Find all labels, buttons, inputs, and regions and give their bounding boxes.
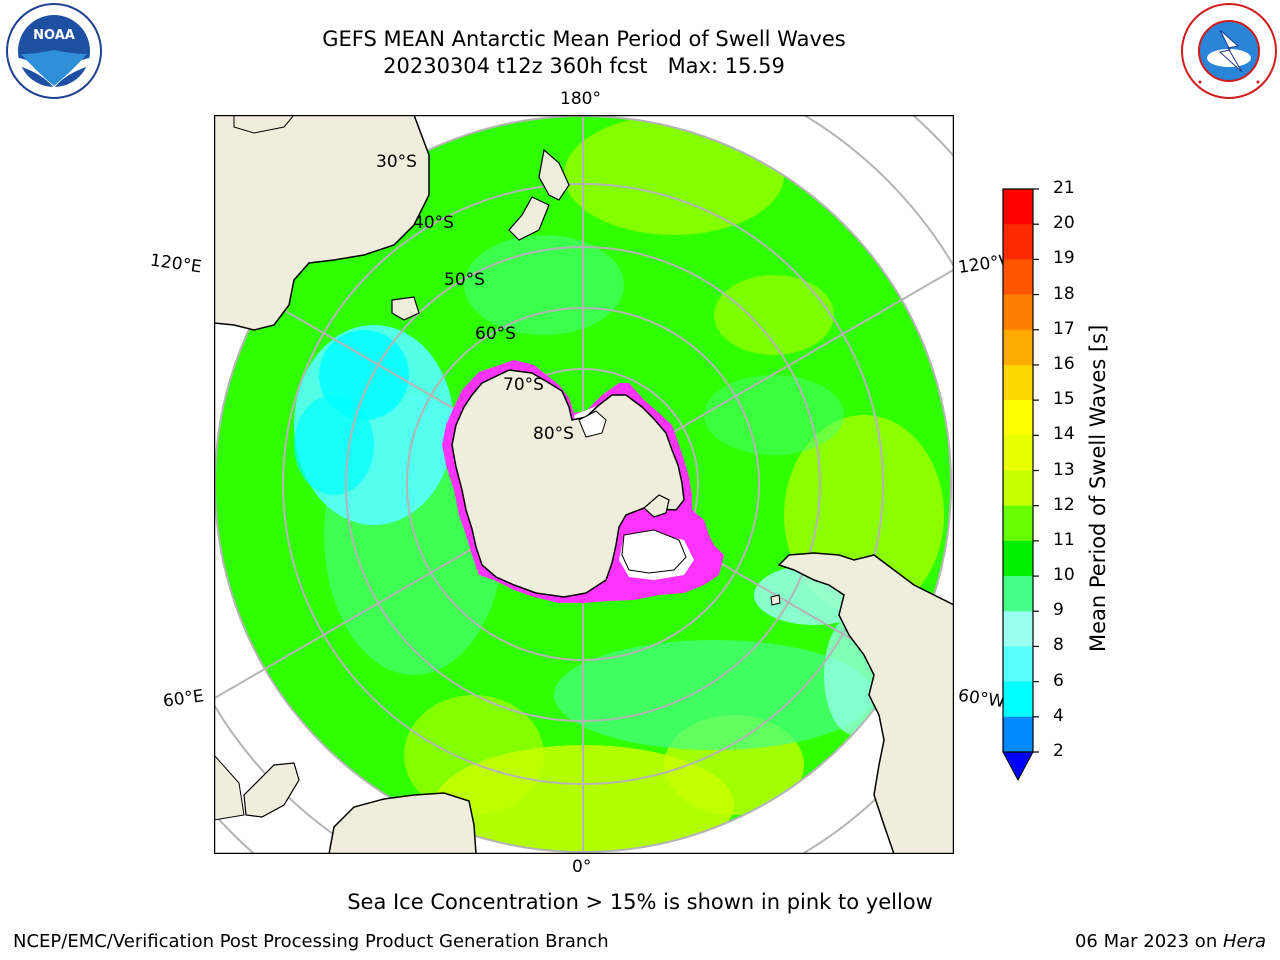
colorbar-tick-label: 14 (1053, 424, 1075, 445)
africa-landmass (328, 792, 477, 854)
colorbar-cell (1003, 329, 1033, 366)
colorbar-cell (1003, 576, 1033, 612)
lon-label-120e: 120°E (148, 250, 203, 278)
colorbar-cell (1003, 505, 1033, 542)
colorbar-tick-label: 17 (1053, 318, 1075, 339)
new-zealand-north-landmass (538, 148, 570, 201)
colorbar-tick-label: 9 (1053, 600, 1064, 621)
colorbar-cell (1003, 224, 1033, 260)
colorbar-cell (1003, 364, 1033, 401)
colorbar-tick-label: 15 (1053, 389, 1075, 410)
colorbar-cell (1003, 540, 1033, 577)
australia-landmass (214, 115, 430, 331)
colorbar-tick-label: 18 (1053, 283, 1075, 304)
lat-label-40s: 40°S (413, 213, 454, 233)
colorbar-cell (1003, 470, 1033, 507)
colorbar-cell (1003, 611, 1033, 647)
colorbar-cell (1003, 435, 1033, 471)
colorbar-tick-label: 8 (1053, 635, 1064, 656)
title-line1: GEFS MEAN Antarctic Mean Period of Swell… (322, 27, 846, 51)
colorbar-tick-label: 19 (1053, 248, 1075, 269)
falklands-landmass (770, 594, 781, 606)
colorbar-tick-label: 11 (1053, 529, 1075, 550)
colorbar-tick-label: 16 (1053, 353, 1075, 374)
colorbar-cell (1003, 294, 1033, 331)
colorbar-tick-label: 4 (1053, 705, 1064, 726)
lat-label-70s: 70°S (503, 375, 544, 395)
lon-label-60e: 60°E (161, 686, 206, 712)
lon-label-60w: 60°W (956, 685, 1007, 713)
nws-logo-icon (1181, 3, 1277, 99)
colorbar-cell (1003, 400, 1033, 436)
map-panel (214, 115, 954, 854)
tasmania-landmass (391, 296, 420, 321)
lon-label-180: 180° (560, 89, 601, 109)
colorbar-title: Mean Period of Swell Waves [s] (1086, 324, 1110, 652)
papua-landmass (233, 115, 295, 134)
colorbar-cell (1003, 681, 1033, 718)
footer-branch: NCEP/EMC/Verification Post Processing Pr… (13, 931, 609, 952)
colorbar-cell (1003, 189, 1033, 225)
colorbar-tick-label: 2 (1053, 741, 1064, 761)
sea-ice-note: Sea Ice Concentration > 15% is shown in … (347, 890, 933, 914)
colorbar (1002, 188, 1039, 782)
lat-label-50s: 50°S (444, 270, 485, 290)
colorbar-tick-label: 12 (1053, 494, 1075, 515)
colorbar-cell (1003, 716, 1033, 753)
colorbar-tick-label: 6 (1053, 670, 1064, 691)
colorbar-tick-label: 20 (1053, 213, 1075, 234)
colorbar-tick-label: 13 (1053, 459, 1075, 480)
new-zealand-south-landmass (508, 196, 550, 241)
colorbar-cell (1003, 646, 1033, 683)
lat-label-30s: 30°S (376, 152, 417, 172)
map-frame (214, 115, 954, 854)
footer-host: Hera (1222, 931, 1266, 952)
title-line2: 20230304 t12z 360h fcst Max: 15.59 (383, 54, 785, 78)
noaa-logo-icon: NOAA (6, 3, 102, 99)
footer-date-text: 06 Mar 2023 on (1074, 931, 1223, 952)
lat-label-80s: 80°S (533, 424, 574, 444)
madagascar-landmass (243, 762, 300, 818)
footer-date: 06 Mar 2023 on Hera (1075, 931, 1266, 952)
colorbar-tick-label: 21 (1053, 178, 1075, 198)
colorbar-cell (1003, 259, 1033, 296)
antarctica-landmass (442, 360, 724, 603)
colorbar-tick-label: 10 (1053, 565, 1075, 586)
south-america-landmass (777, 552, 954, 854)
india-ocean-corner-landmass (214, 754, 245, 821)
colorbar-cells (1003, 189, 1033, 753)
colorbar-ticks (1033, 188, 1039, 753)
colorbar-extend-arrow (1002, 751, 1034, 782)
svg-text:NOAA: NOAA (33, 28, 75, 43)
lat-label-60s: 60°S (475, 324, 516, 344)
lon-label-0: 0° (572, 857, 592, 877)
